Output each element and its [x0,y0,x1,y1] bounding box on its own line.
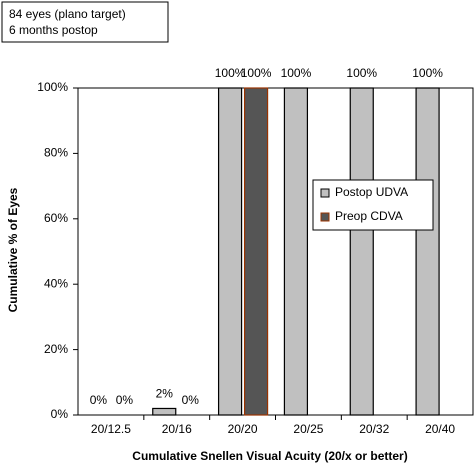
value-label: 0% [182,393,200,407]
bar [152,407,177,416]
x-tick-label: 20/32 [359,422,389,436]
bar [283,87,309,416]
annotation: 84 eyes (plano target) [9,7,126,21]
y-axis-title: Cumulative % of Eyes [6,187,20,312]
y-tick-label: 80% [44,146,68,160]
legend-swatch [320,188,330,198]
annotation: 6 months postop [9,23,98,37]
value-label: 100% [215,66,246,80]
x-axis-title: Cumulative Snellen Visual Acuity (20/x o… [132,449,407,463]
value-label: 100% [281,66,312,80]
plot-area [77,87,474,416]
legend-label: Preop CDVA [335,209,403,223]
y-tick-label: 100% [37,80,68,94]
value-label: 100% [346,66,377,80]
bar [243,87,269,416]
annotation-box [1,1,169,43]
x-tick-label: 20/20 [228,422,258,436]
value-label: 0% [116,393,134,407]
x-tick-label: 20/16 [162,422,192,436]
y-tick-label: 60% [44,211,68,225]
y-tick-label: 0% [51,407,69,421]
legend-label: Postop UDVA [335,185,408,199]
bar [415,87,440,416]
y-tick-label: 20% [44,342,68,356]
y-tick-label: 40% [44,276,68,290]
bar [217,87,243,416]
x-tick-label: 20/25 [293,422,323,436]
legend-swatch [320,212,330,222]
x-tick-label: 20/40 [425,422,455,436]
legend-box [312,179,434,231]
x-tick-label: 20/12.5 [91,422,131,436]
value-label: 100% [412,66,443,80]
value-label: 0% [90,393,108,407]
value-label: 2% [156,387,174,401]
value-label: 100% [241,66,272,80]
bar [349,87,374,416]
